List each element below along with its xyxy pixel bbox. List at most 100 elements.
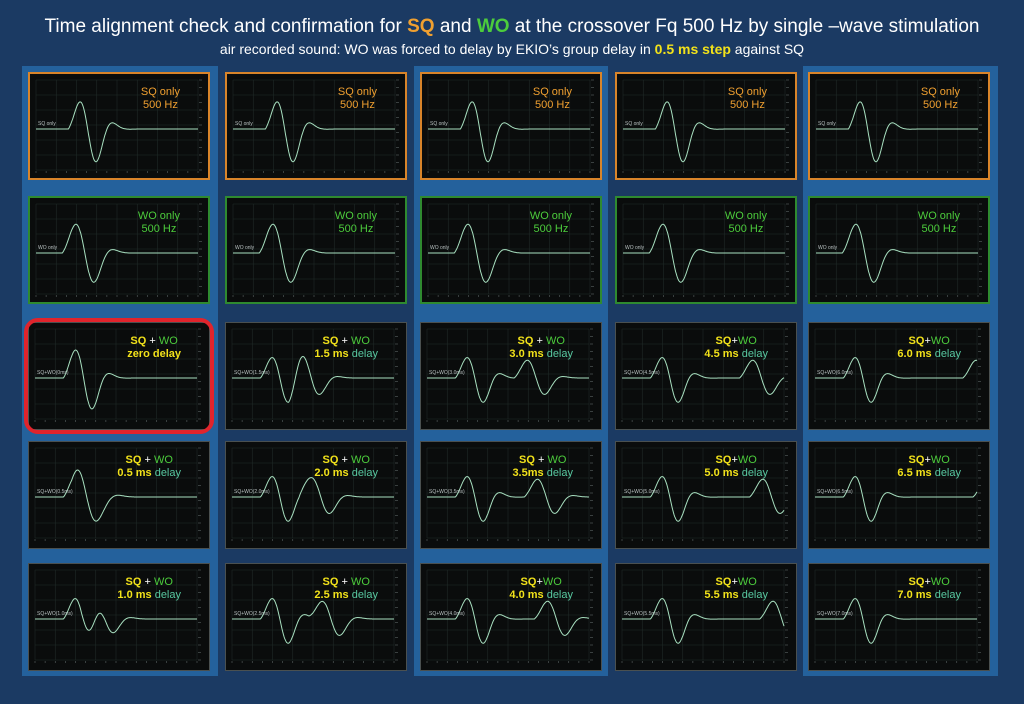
panel-label-line: 6.5 ms delay xyxy=(897,467,961,480)
trace-label: SQ+WO(6.0ms) xyxy=(817,370,853,376)
panel-label-line: SQ+WO xyxy=(509,576,573,589)
label-plus: + xyxy=(731,576,738,588)
waveform-svg xyxy=(231,569,398,663)
panel-label-line: 2.5 ms delay xyxy=(314,589,378,602)
label-sq: SQ xyxy=(908,576,925,588)
panel-label: SQ + WO 3.0 ms delay xyxy=(509,335,573,361)
waveform-svg xyxy=(814,328,981,422)
label-wo: WO xyxy=(350,454,370,466)
trace-label: SQ+WO(1.5ms) xyxy=(234,370,270,376)
panel-label-line: 4.5 ms delay xyxy=(704,348,768,361)
label-delay-word: delay xyxy=(931,348,961,360)
panel-label-line: SQ only xyxy=(532,86,572,98)
trace-label: SQ+WO(6.5ms) xyxy=(817,489,853,495)
label-sq: SQ xyxy=(125,576,142,588)
trace-label: SQ+WO(0.5ms) xyxy=(37,489,73,495)
waveform-svg xyxy=(34,447,201,541)
label-wo: WO xyxy=(350,335,370,347)
panel-label-line: 7.0 ms delay xyxy=(897,589,961,602)
trace-label: WO only xyxy=(625,245,645,251)
waveform-trace xyxy=(623,101,785,163)
panel-label: WO only 500 Hz xyxy=(725,210,767,236)
trace-label: SQ only xyxy=(38,121,56,127)
panel-label-line: 5.5 ms delay xyxy=(704,589,768,602)
trace-label: WO only xyxy=(818,245,838,251)
panel-label-line: SQ+WO xyxy=(897,454,961,467)
label-sq: SQ xyxy=(715,335,732,347)
panel-label-line: 500 Hz xyxy=(921,223,957,235)
trace-label: SQ+WO(7.0ms) xyxy=(817,611,853,617)
subtitle-text: air recorded sound: WO was forced to del… xyxy=(219,41,655,57)
label-delay-word: delay xyxy=(348,348,378,360)
label-delay-value: zero delay xyxy=(127,348,181,360)
waveform-panel: SQ+WO(1.5ms) SQ + WO 1.5 ms delay xyxy=(225,322,407,430)
panel-label: SQ only 500 Hz xyxy=(338,86,377,112)
panel-label-line: 3.5ms delay xyxy=(512,467,573,480)
waveform-svg xyxy=(35,203,202,297)
trace-label: SQ only xyxy=(625,121,643,127)
label-delay-word: delay xyxy=(151,589,181,601)
waveform-panel: WO only WO only 500 Hz xyxy=(225,196,407,304)
waveform-panel: SQ+WO(4.0ms) SQ+WO 4.0 ms delay xyxy=(420,563,602,671)
panel-label: SQ+WO 6.0 ms delay xyxy=(897,335,961,361)
label-plus: + xyxy=(533,335,546,347)
panel-label-line: WO only xyxy=(917,210,960,222)
label-sq: SQ xyxy=(520,576,537,588)
waveform-panel: SQ+WO(0ms) SQ + WO zero delay xyxy=(28,322,210,430)
label-wo: WO xyxy=(542,576,562,588)
label-sq: SQ xyxy=(125,454,142,466)
waveform-trace xyxy=(35,349,197,410)
waveform-svg xyxy=(34,328,201,422)
panel-label-line: SQ only xyxy=(140,86,180,98)
label-plus: + xyxy=(731,335,738,347)
panel-label: SQ + WO 2.5 ms delay xyxy=(314,576,378,602)
panel-label: SQ + WO 2.0 ms delay xyxy=(314,454,378,480)
waveform-svg xyxy=(232,203,399,297)
subtitle-text: against SQ xyxy=(730,41,805,57)
label-wo: WO xyxy=(153,576,173,588)
panel-label-line: 6.0 ms delay xyxy=(897,348,961,361)
waveform-svg xyxy=(622,79,789,173)
trace-label: SQ+WO(1.0ms) xyxy=(37,611,73,617)
panel-label-line: SQ + WO xyxy=(509,335,573,348)
panel-label-line: SQ + WO xyxy=(117,454,181,467)
title-wo: WO xyxy=(476,16,510,37)
panel-label: WO only 500 Hz xyxy=(138,210,180,236)
panel-label-line: WO only xyxy=(137,210,180,222)
waveform-panel: SQ+WO(6.0ms) SQ+WO 6.0 ms delay xyxy=(808,322,990,430)
panel-label: SQ + WO 3.5ms delay xyxy=(512,454,573,480)
waveform-svg xyxy=(231,447,398,541)
panel-label-line: 500 Hz xyxy=(923,99,958,111)
label-wo: WO xyxy=(737,454,757,466)
waveform-svg xyxy=(814,569,981,663)
label-delay-word: delay xyxy=(543,467,573,479)
label-delay-word: delay xyxy=(348,589,378,601)
waveform-trace xyxy=(36,101,198,163)
label-delay-value: 2.5 ms xyxy=(314,589,349,601)
label-delay-value: 3.0 ms xyxy=(509,348,544,360)
trace-label: SQ only xyxy=(235,121,253,127)
label-plus: + xyxy=(924,454,931,466)
label-plus: + xyxy=(338,335,351,347)
title-text: and xyxy=(434,16,477,37)
panel-label: SQ only 500 Hz xyxy=(921,86,960,112)
label-wo: WO xyxy=(930,576,950,588)
panel-label: WO only 500 Hz xyxy=(918,210,960,236)
trace-label: WO only xyxy=(235,245,255,251)
label-delay-word: delay xyxy=(738,467,768,479)
label-delay-value: 5.0 ms xyxy=(704,467,739,479)
trace-label: SQ+WO(0ms) xyxy=(37,370,69,376)
label-plus: + xyxy=(731,454,738,466)
waveform-panel: SQ+WO(0.5ms) SQ + WO 0.5 ms delay xyxy=(28,441,210,549)
waveform-trace xyxy=(815,357,978,403)
label-wo: WO xyxy=(737,335,757,347)
panel-label-line: zero delay xyxy=(127,348,181,361)
waveform-trace xyxy=(233,223,395,283)
panel-label-line: SQ + WO xyxy=(117,576,181,589)
waveform-svg xyxy=(426,569,593,663)
trace-label: SQ only xyxy=(818,121,836,127)
panel-label-line: WO only xyxy=(529,210,572,222)
panel-label-line: SQ+WO xyxy=(704,335,768,348)
label-sq: SQ xyxy=(322,335,339,347)
label-wo: WO xyxy=(350,576,370,588)
